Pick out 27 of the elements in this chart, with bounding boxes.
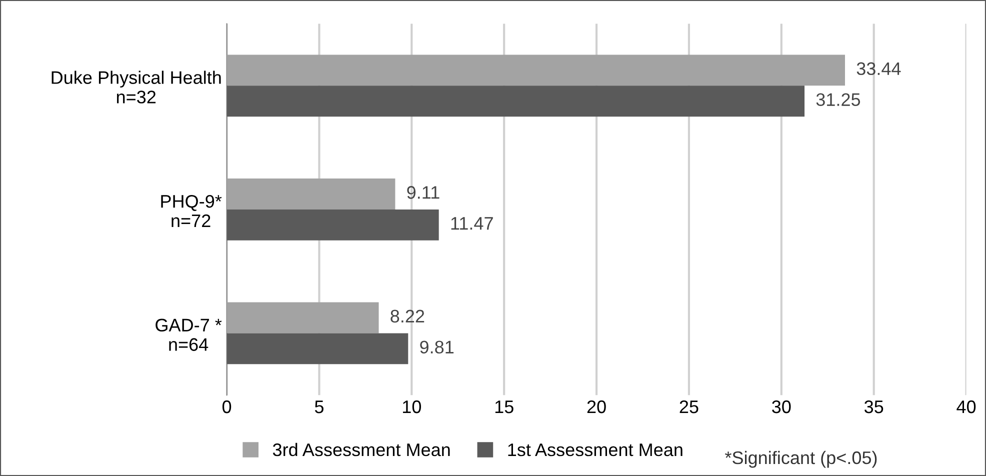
x-tick-label: 20: [587, 400, 606, 414]
x-tick-label: 25: [680, 400, 698, 414]
bar: [226, 209, 439, 240]
x-tick-label: 0: [222, 400, 232, 414]
data-label: 9.11: [407, 186, 440, 199]
x-tick-label: 40: [956, 400, 976, 414]
bar: [226, 86, 805, 117]
bar: [226, 333, 408, 364]
data-label: 33.44: [856, 62, 901, 76]
data-label: 11.47: [451, 217, 493, 230]
x-tick-label: 15: [495, 400, 514, 414]
y-tick-label: Duke Physical Health n=32: [52, 70, 221, 104]
y-tick-label: GAD-7 * n=64: [156, 318, 222, 351]
text: *Significant (p<.05): [725, 450, 877, 468]
y-tick-label: PHQ-9* n=72: [161, 194, 222, 228]
x-tick-label: 10: [402, 400, 421, 414]
bar: [226, 178, 396, 210]
x-tick-label: 35: [864, 400, 884, 414]
legend-label: 3rd Assessment Mean: [272, 442, 450, 456]
data-label: 9.81: [420, 340, 454, 354]
x-tick-label: 5: [314, 400, 324, 414]
data-label: 31.25: [816, 93, 860, 106]
legend-label: 1st Assessment Mean: [508, 444, 682, 456]
bar: [226, 302, 379, 334]
data-label: 8.22: [390, 310, 424, 323]
bar: [226, 54, 845, 86]
x-tick-label: 30: [772, 400, 791, 414]
